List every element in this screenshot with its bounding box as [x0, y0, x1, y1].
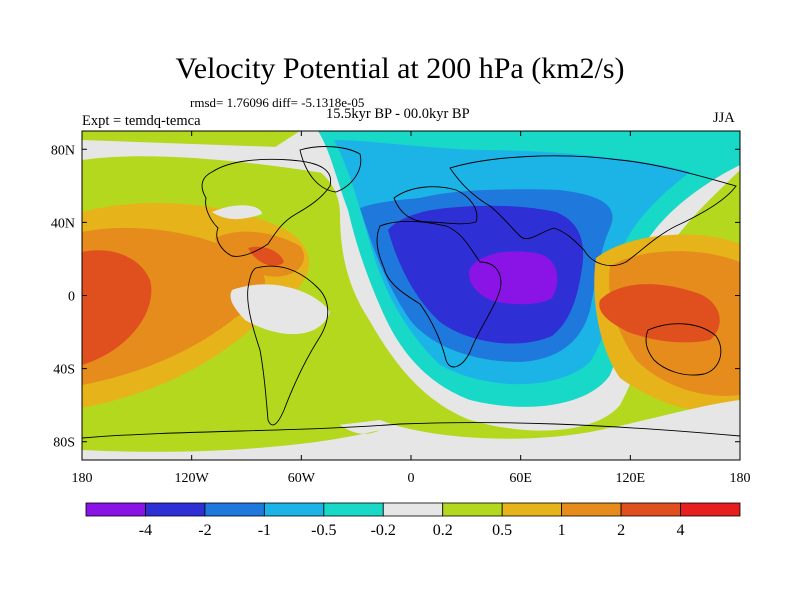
lon-tick-label: 60W [288, 471, 316, 486]
colorbar-swatch [263, 502, 325, 517]
experiment-label: Expt = temdq-temca [82, 113, 201, 129]
lat-tick-label: 0 [68, 290, 75, 305]
colorbar-label: 0.5 [492, 522, 512, 539]
colorbar-swatch [85, 502, 146, 517]
contour-neutral-atlantic [212, 205, 262, 220]
colorbar-label: -0.5 [311, 522, 336, 539]
lat-tick-label: 80S [53, 436, 75, 451]
colorbar-swatch [204, 502, 265, 517]
coast-greenland [299, 146, 362, 193]
coast-australia [645, 323, 722, 376]
coast-north-america [201, 158, 332, 257]
contour-southern-positive [82, 405, 380, 452]
colorbar-swatch [145, 502, 206, 517]
longitude-axis: 180 120W 60W 0 60E 120E 180 [72, 131, 751, 486]
coastlines [82, 146, 740, 439]
colorbar-label: -1 [258, 522, 271, 539]
colorbar-swatch [561, 502, 622, 517]
lon-tick-label: 60E [509, 471, 532, 486]
stats-text: rmsd= 1.76096 diff= -5.1318e-05 [190, 95, 365, 110]
lat-tick-label: 80N [51, 143, 75, 158]
colorbar-label: -0.2 [371, 522, 396, 539]
colorbar-label: 0.2 [433, 522, 453, 539]
season-label: JJA [713, 110, 735, 126]
contour-mc-3 [599, 284, 720, 343]
lon-tick-label: 120E [616, 471, 646, 486]
colorbar-label: 4 [677, 522, 685, 539]
contour-neutral-samerica [230, 284, 330, 335]
lon-tick-label: 0 [408, 471, 415, 486]
colorbar-label: 2 [617, 522, 625, 539]
colorbar-swatch [442, 502, 503, 517]
colorbar: -4 -2 -1 -0.5 -0.2 0.2 0.5 1 2 4 [85, 502, 741, 539]
coast-asia [449, 155, 737, 266]
lat-tick-label: 40S [53, 363, 75, 378]
colorbar-label: -2 [198, 522, 211, 539]
colorbar-swatch [501, 502, 563, 517]
colorbar-label: 1 [558, 522, 566, 539]
colorbar-swatch [323, 502, 384, 517]
colorbar-swatch [382, 502, 444, 517]
lon-tick-label: 180 [72, 471, 93, 486]
contour-field [82, 131, 740, 460]
colorbar-swatch [620, 502, 681, 517]
contour-pacific-3 [82, 250, 152, 365]
coast-europe [393, 186, 478, 225]
contour-caribbean-core [248, 246, 284, 266]
period-label: 15.5kyr BP - 00.0kyr BP [326, 106, 470, 122]
latitude-axis: 80N 40N 0 40S 80S [51, 143, 740, 451]
colorbar-label: -4 [139, 522, 152, 539]
coast-south-america [247, 265, 329, 426]
lon-tick-label: 180 [730, 471, 751, 486]
lat-tick-label: 40N [51, 216, 75, 231]
plot-title: Velocity Potential at 200 hPa (km2/s) [175, 52, 625, 85]
coast-antarctica [82, 422, 740, 439]
lon-tick-label: 120W [175, 471, 210, 486]
coast-africa [376, 220, 502, 368]
colorbar-swatch [680, 502, 741, 517]
